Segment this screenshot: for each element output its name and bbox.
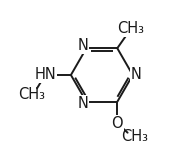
Text: N: N [77, 38, 88, 53]
Text: N: N [77, 96, 88, 111]
Text: O: O [111, 116, 123, 131]
Text: CH₃: CH₃ [117, 21, 144, 36]
Text: CH₃: CH₃ [18, 87, 45, 102]
Text: N: N [131, 68, 142, 82]
Text: CH₃: CH₃ [121, 129, 148, 144]
Text: HN: HN [34, 68, 56, 82]
